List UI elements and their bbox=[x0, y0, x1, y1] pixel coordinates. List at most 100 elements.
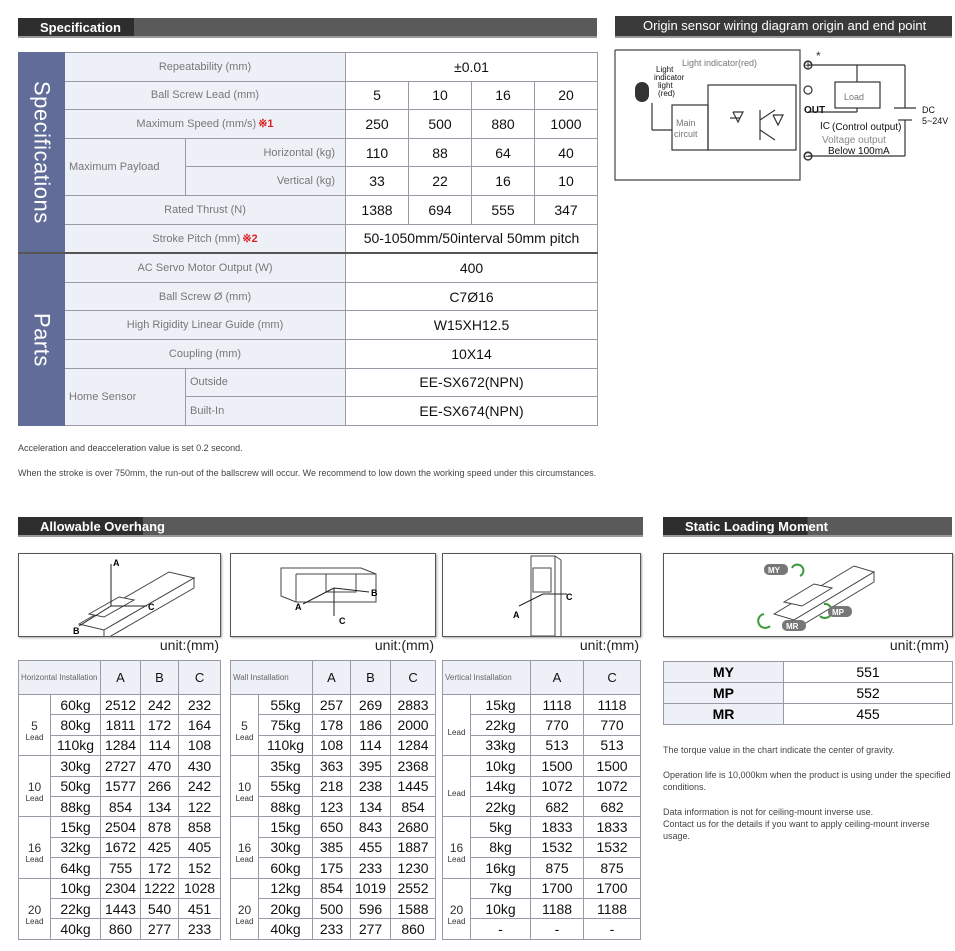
label: indicator bbox=[654, 73, 685, 82]
spec-value: EE-SX674(NPN) bbox=[345, 396, 598, 426]
spec-row: Specifications Repeatability (mm) ±0.01 bbox=[18, 52, 598, 254]
lead-unit: Lead bbox=[25, 794, 44, 804]
lead-number: 5 bbox=[241, 719, 248, 734]
lead-unit: Lead bbox=[447, 727, 466, 737]
load-cell: 40kg bbox=[49, 918, 102, 940]
spec-table: Specifications Repeatability (mm) ±0.01 Bal… bbox=[18, 52, 598, 426]
spec-value: 10X14 bbox=[345, 338, 598, 369]
overhang-row: 16kg 875 875 bbox=[443, 857, 642, 879]
value-cell: 1443 bbox=[100, 897, 142, 920]
load-cell: 32kg bbox=[49, 836, 102, 859]
lead-unit: Lead bbox=[447, 916, 466, 926]
spec-value: 40 bbox=[534, 137, 598, 168]
load-cell: 50kg bbox=[49, 775, 102, 797]
value-cell: 152 bbox=[178, 857, 222, 879]
value-cell: 1072 bbox=[583, 775, 642, 797]
label-text: Ball Screw Lead (mm) bbox=[150, 89, 260, 102]
overhang-row: 10kg 1188 1188 bbox=[443, 897, 642, 920]
lead-cell: 16 Lead bbox=[18, 816, 51, 879]
spec-sublabel: Built-In bbox=[185, 396, 346, 426]
header-cell: C bbox=[178, 660, 222, 695]
overhang-row: 5 Lead 55kg 257 269 2883 bbox=[230, 693, 437, 757]
overhang-table: Vertical Installation A C Lead 15kg 1118 1118 2… bbox=[441, 660, 642, 940]
spec-sublabel: Vertical (kg) bbox=[185, 166, 346, 196]
spec-value: 555 bbox=[471, 194, 535, 225]
unit-label: unit:(mm) bbox=[579, 637, 639, 653]
label-text: AC Servo Motor Output (W) bbox=[137, 261, 273, 274]
value-cell: 1672 bbox=[100, 836, 142, 859]
moment-value: 551 bbox=[783, 661, 953, 683]
load-cell: 15kg bbox=[469, 693, 532, 716]
lead-cell: 16 Lead bbox=[230, 816, 259, 879]
wiring-diagram: Light indicator(red) Light indicator lig… bbox=[614, 49, 948, 181]
label: light bbox=[658, 81, 673, 90]
value-cell: 513 bbox=[530, 734, 585, 757]
load-cell: 8kg bbox=[469, 836, 532, 859]
led bbox=[635, 82, 649, 102]
overhang-row: 10 Lead 30kg 2727 470 430 bbox=[18, 755, 222, 818]
value-cell: 123 bbox=[312, 795, 352, 818]
lead-unit: Lead bbox=[235, 733, 254, 743]
overhang-row: 20 Lead 10kg 2304 1222 1028 bbox=[18, 877, 222, 940]
load-cell: 80kg bbox=[49, 714, 102, 736]
overhang-row: 32kg 1672 425 405 bbox=[19, 836, 222, 859]
overhang-row: 22kg 1443 540 451 bbox=[19, 897, 222, 920]
label: DC bbox=[922, 105, 935, 115]
value-cell: 650 bbox=[312, 816, 352, 838]
section-header: Origin sensor wiring diagram origin and … bbox=[615, 16, 952, 38]
value-cell: 1188 bbox=[583, 897, 642, 920]
load-cell: 110kg bbox=[257, 734, 314, 757]
load-cell: 10kg bbox=[49, 877, 102, 899]
header-cell: B bbox=[140, 660, 180, 695]
header-cell: C bbox=[390, 660, 437, 695]
value-cell: 233 bbox=[350, 857, 392, 879]
value-cell: 682 bbox=[583, 795, 642, 818]
spec-value: W15XH12.5 bbox=[345, 310, 598, 340]
load-cell: 20kg bbox=[257, 897, 314, 920]
label: MP bbox=[832, 608, 845, 617]
value-cell: 242 bbox=[140, 693, 180, 716]
load-cell: 22kg bbox=[469, 714, 532, 736]
label: Light bbox=[656, 65, 674, 74]
unit-label: unit:(mm) bbox=[159, 637, 219, 653]
moment-row: MY 551 bbox=[663, 661, 953, 683]
value-cell: 266 bbox=[140, 775, 180, 797]
value-cell: 232 bbox=[178, 693, 222, 716]
load-cell: 110kg bbox=[49, 734, 102, 757]
load-cell: 22kg bbox=[49, 897, 102, 920]
header-row: Vertical Installation A C bbox=[441, 660, 642, 695]
overhang-row: 14kg 1072 1072 bbox=[443, 775, 642, 797]
value-cell: 875 bbox=[583, 857, 642, 879]
label: ⊕ bbox=[803, 58, 813, 72]
label: (Control output) bbox=[832, 122, 901, 133]
figure: A C bbox=[442, 553, 641, 637]
value-cell: 277 bbox=[140, 918, 180, 940]
spec-value: 694 bbox=[408, 194, 472, 225]
overhang-row: --- bbox=[443, 918, 642, 940]
value-cell: 1500 bbox=[583, 755, 642, 777]
note-mark: ※1 bbox=[258, 118, 274, 131]
value-cell: 2727 bbox=[100, 755, 142, 777]
spec-value: 10 bbox=[408, 80, 472, 111]
note-mark: ※2 bbox=[242, 232, 258, 245]
spec-value: ±0.01 bbox=[345, 52, 598, 82]
value-cell: 860 bbox=[100, 918, 142, 940]
spec-label: Ball Screw Ø (mm) bbox=[64, 281, 346, 312]
value-cell: 1700 bbox=[583, 877, 642, 899]
value-cell: 1577 bbox=[100, 775, 142, 797]
body: Horizontal Installation A B C 5 Lead 60kg 2512 2… bbox=[17, 660, 222, 940]
label-text: Ball Screw Ø (mm) bbox=[158, 290, 252, 303]
value-cell: 178 bbox=[312, 714, 352, 736]
load-cell: 30kg bbox=[257, 836, 314, 859]
label-text: High Rigidity Linear Guide (mm) bbox=[126, 319, 284, 332]
load-cell: - bbox=[469, 918, 532, 940]
overhang-row: 22kg 770 770 bbox=[443, 714, 642, 736]
spec-value: 110 bbox=[345, 137, 409, 168]
moment-label: MY bbox=[663, 661, 784, 683]
spec-value: 5 bbox=[345, 80, 409, 111]
lead-unit: Lead bbox=[447, 788, 466, 798]
header-cell: C bbox=[583, 660, 642, 695]
load-cell: 16kg bbox=[469, 857, 532, 879]
spec-value: 500 bbox=[408, 109, 472, 139]
label: B bbox=[371, 588, 378, 598]
